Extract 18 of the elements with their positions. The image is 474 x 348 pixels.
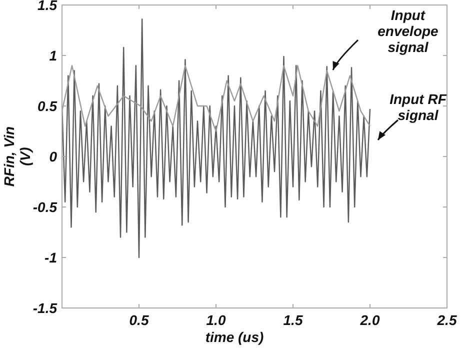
x-axis-title: time (us): [205, 329, 264, 345]
annotation: Input RF signal: [390, 91, 447, 123]
x-tick-label: 1.0: [206, 312, 226, 328]
y-tick-label: 1.5: [38, 0, 58, 13]
y-tick-label: 0: [49, 148, 58, 164]
x-tick-label: 2.5: [436, 312, 457, 328]
y-axis-title: RFin, Vin (V): [1, 126, 33, 187]
y-tick-label: -1: [44, 249, 58, 266]
y-tick-label: 0.5: [38, 98, 58, 114]
line-series: [61, 18, 371, 258]
y-tick-label: -1.5: [32, 300, 58, 316]
x-tick-label: 1.5: [283, 312, 303, 328]
x-tick-label: 0.5: [129, 312, 149, 328]
y-tick-label: 1: [49, 47, 58, 64]
line-series: [61, 65, 371, 132]
x-tick-label: 2.0: [359, 312, 380, 328]
y-tick-label: -0.5: [32, 198, 58, 215]
annotation: Input envelope signal: [378, 7, 439, 55]
